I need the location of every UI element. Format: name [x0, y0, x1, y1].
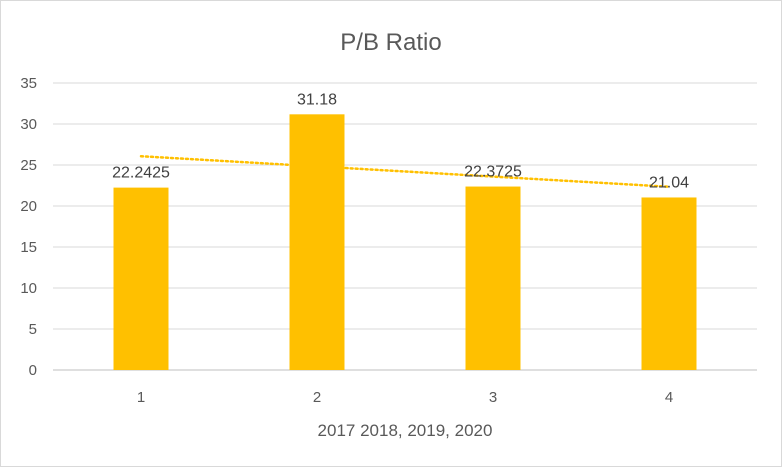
y-tick-label: 10	[20, 280, 37, 297]
x-tick-label: 1	[137, 389, 145, 406]
x-axis-labels: 1 2 3 4	[137, 389, 673, 406]
data-label: 31.18	[297, 91, 337, 108]
y-tick-label: 30	[20, 116, 37, 133]
y-tick-label: 20	[20, 198, 37, 215]
y-tick-label: 15	[20, 239, 37, 256]
x-tick-label: 4	[665, 389, 673, 406]
gridlines	[53, 82, 757, 371]
chart-title: P/B Ratio	[340, 29, 441, 56]
data-labels: 22.2425 31.18 22.3725 21.04	[112, 91, 689, 191]
bar	[289, 114, 345, 370]
data-label: 21.04	[649, 174, 689, 191]
data-label: 22.3725	[464, 164, 522, 181]
data-label: 22.2425	[112, 165, 170, 182]
bars	[113, 114, 697, 370]
bar	[113, 187, 169, 370]
y-axis-labels: 0 5 10 15 20 25 30 35	[20, 75, 37, 379]
x-tick-label: 3	[489, 389, 497, 406]
trendline	[139, 154, 671, 189]
y-tick-label: 0	[29, 362, 37, 379]
x-axis-title: 2017 2018, 2019, 2020	[318, 421, 493, 440]
y-tick-label: 25	[20, 157, 37, 174]
y-tick-label: 35	[20, 75, 37, 92]
trendline-line	[139, 154, 671, 189]
bar	[641, 197, 697, 370]
x-tick-label: 2	[313, 389, 321, 406]
y-tick-label: 5	[29, 321, 37, 338]
bar	[465, 186, 521, 370]
